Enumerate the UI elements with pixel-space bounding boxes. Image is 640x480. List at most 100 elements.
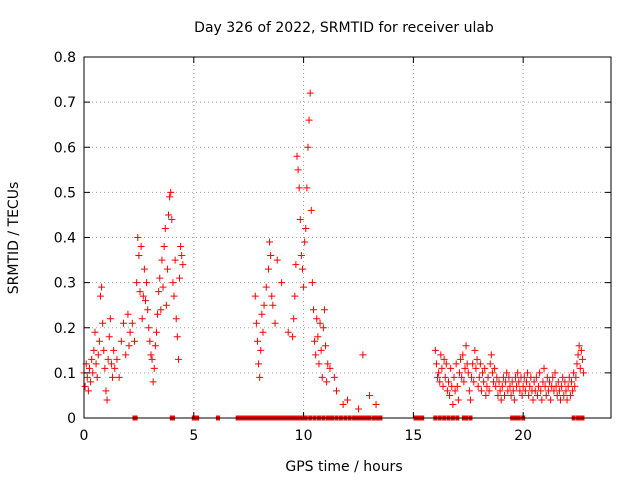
data-point bbox=[319, 324, 327, 332]
data-point bbox=[260, 301, 268, 309]
data-point bbox=[460, 378, 468, 386]
data-point bbox=[446, 391, 454, 399]
data-point bbox=[309, 306, 317, 314]
data-point bbox=[453, 382, 461, 390]
data-point bbox=[452, 360, 460, 368]
data-point bbox=[477, 387, 485, 395]
data-point bbox=[110, 346, 118, 354]
x-tick-label: 20 bbox=[514, 428, 532, 444]
data-point bbox=[561, 378, 569, 386]
data-point bbox=[128, 319, 136, 327]
data-point bbox=[262, 283, 270, 291]
data-point bbox=[96, 292, 104, 300]
data-point bbox=[295, 184, 303, 192]
data-point bbox=[111, 364, 119, 372]
data-point bbox=[540, 364, 548, 372]
data-point bbox=[549, 373, 557, 381]
data-point bbox=[292, 261, 300, 269]
data-point bbox=[515, 378, 523, 386]
data-point bbox=[532, 373, 540, 381]
data-point bbox=[468, 373, 476, 381]
data-point bbox=[139, 292, 147, 300]
data-point bbox=[106, 315, 114, 323]
data-point bbox=[107, 360, 115, 368]
data-point bbox=[440, 355, 448, 363]
y-tick-label: 0.2 bbox=[54, 321, 76, 337]
data-point bbox=[513, 382, 521, 390]
data-point bbox=[100, 346, 108, 354]
data-point bbox=[333, 387, 341, 395]
data-point bbox=[105, 333, 113, 341]
data-point bbox=[290, 315, 298, 323]
data-point bbox=[251, 292, 259, 300]
data-point bbox=[470, 378, 478, 386]
data-point bbox=[473, 355, 481, 363]
data-point bbox=[330, 373, 338, 381]
data-point bbox=[124, 310, 132, 318]
data-point bbox=[154, 310, 162, 318]
data-point bbox=[441, 373, 449, 381]
data-point bbox=[565, 373, 573, 381]
data-point bbox=[442, 360, 450, 368]
chart-title: Day 326 of 2022, SRMTID for receiver ula… bbox=[194, 20, 494, 36]
data-point bbox=[505, 373, 513, 381]
data-point bbox=[526, 382, 534, 390]
data-point bbox=[170, 292, 178, 300]
data-point bbox=[486, 360, 494, 368]
data-point bbox=[166, 193, 174, 201]
data-point bbox=[485, 387, 493, 395]
data-points bbox=[80, 89, 588, 421]
y-tick-label: 0 bbox=[67, 411, 76, 427]
data-point bbox=[507, 391, 515, 399]
data-point bbox=[144, 306, 152, 314]
data-point bbox=[177, 243, 185, 251]
data-point bbox=[161, 224, 169, 232]
data-point bbox=[89, 369, 97, 377]
data-point bbox=[481, 364, 489, 372]
data-point bbox=[301, 238, 309, 246]
data-point bbox=[447, 364, 455, 372]
data-point bbox=[94, 351, 102, 359]
data-point bbox=[495, 378, 503, 386]
data-point bbox=[305, 116, 313, 124]
data-point bbox=[445, 378, 453, 386]
data-point bbox=[521, 387, 529, 395]
data-point bbox=[311, 337, 319, 345]
data-point bbox=[491, 364, 499, 372]
data-point bbox=[573, 360, 581, 368]
data-point bbox=[253, 337, 261, 345]
data-point bbox=[109, 373, 117, 381]
data-point bbox=[578, 355, 586, 363]
data-point bbox=[257, 346, 265, 354]
data-point bbox=[291, 292, 299, 300]
data-point bbox=[559, 373, 567, 381]
data-point bbox=[487, 351, 495, 359]
data-point bbox=[143, 279, 151, 287]
data-point bbox=[466, 396, 474, 404]
data-point bbox=[178, 252, 186, 260]
y-tick-label: 0.6 bbox=[54, 140, 76, 156]
data-point bbox=[555, 387, 563, 395]
data-point bbox=[315, 360, 323, 368]
data-point bbox=[502, 378, 510, 386]
data-point bbox=[137, 243, 145, 251]
data-point bbox=[576, 364, 584, 372]
data-point bbox=[339, 400, 347, 408]
data-point bbox=[91, 328, 99, 336]
data-point bbox=[267, 252, 275, 260]
data-point bbox=[140, 265, 148, 273]
data-point bbox=[93, 373, 101, 381]
data-point bbox=[529, 396, 537, 404]
data-point bbox=[92, 360, 100, 368]
data-point bbox=[147, 351, 155, 359]
data-point bbox=[569, 387, 577, 395]
data-point bbox=[125, 342, 133, 350]
data-point bbox=[537, 387, 545, 395]
data-point bbox=[510, 396, 518, 404]
data-point bbox=[454, 396, 462, 404]
data-point bbox=[580, 369, 588, 377]
data-point bbox=[313, 315, 321, 323]
data-point bbox=[314, 333, 322, 341]
data-point bbox=[176, 274, 184, 282]
data-point bbox=[141, 297, 149, 305]
